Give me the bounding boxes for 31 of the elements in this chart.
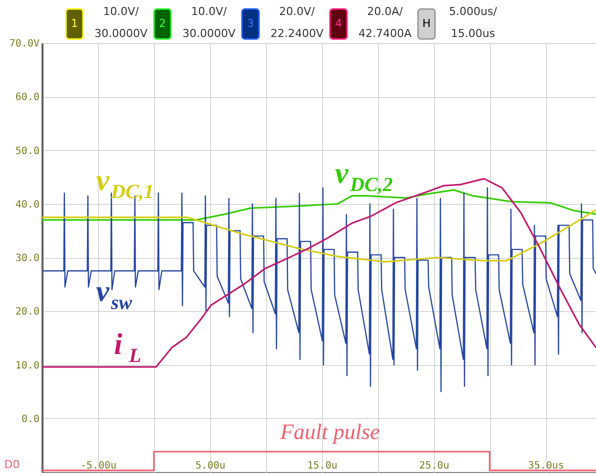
line-series: [42, 208, 596, 263]
x-tick-label: 15.0u: [307, 460, 338, 472]
text: 1: [71, 17, 78, 30]
x-tick-label: 5.00u: [195, 460, 226, 472]
y-tick-label: 70.0V: [9, 38, 40, 50]
text: 2: [159, 17, 166, 30]
text: D0: [4, 458, 20, 471]
text: H: [422, 17, 431, 30]
y-tick-label: 20.0: [15, 306, 40, 318]
x-tick-label: 35.0us: [528, 460, 564, 472]
text: 5.000us/: [449, 5, 498, 18]
y-tick-label: 40.0: [15, 199, 40, 210]
y-tick-label: 50.0: [15, 146, 40, 157]
text: 30.0000V: [182, 27, 236, 40]
y-tick-label: 60.0: [15, 92, 40, 104]
text: 30.0000V: [94, 27, 148, 40]
y-tick-label: 30.0: [15, 253, 40, 264]
text: 20.0V/: [279, 5, 316, 18]
text: 22.2400V: [270, 27, 324, 40]
x-tick-label: 25.0u: [419, 460, 450, 472]
text: 20.0A/: [367, 5, 404, 18]
x-tick-label: -5.00u: [80, 460, 117, 472]
y-tick-label: 10.0: [15, 360, 40, 372]
series-label: Fault pulse: [279, 419, 380, 444]
text: 3: [247, 17, 254, 30]
text: 10.0V/: [191, 5, 228, 18]
text: 10.0V/: [103, 5, 140, 18]
text: 42.7400A: [358, 27, 412, 40]
text: 15.00us: [450, 27, 496, 40]
text: 4: [335, 17, 342, 30]
y-tick-label: 0.0: [21, 414, 40, 425]
